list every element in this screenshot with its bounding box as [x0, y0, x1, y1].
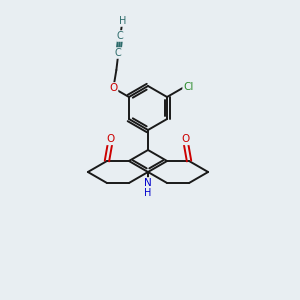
Text: Cl: Cl	[183, 82, 194, 92]
Text: O: O	[106, 134, 114, 144]
Text: O: O	[109, 83, 118, 93]
Text: C: C	[117, 31, 124, 41]
Text: H: H	[144, 188, 152, 198]
Text: N: N	[144, 178, 152, 188]
Text: O: O	[182, 134, 190, 144]
Text: H: H	[119, 16, 126, 26]
Text: C: C	[115, 48, 122, 58]
